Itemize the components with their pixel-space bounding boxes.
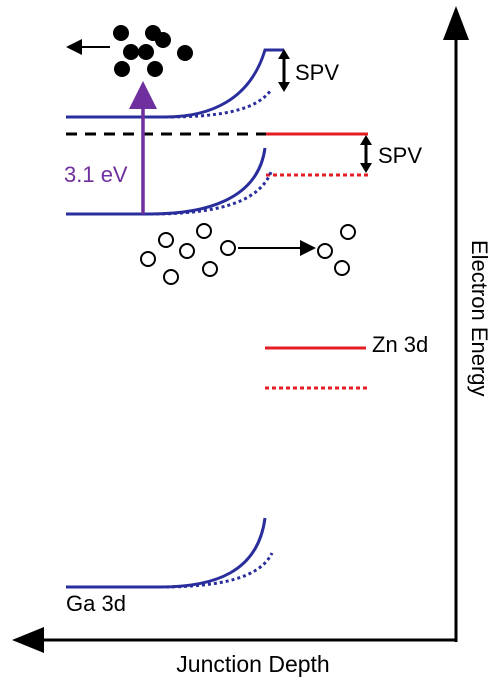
spv-middle-label: SPV <box>378 143 422 168</box>
hole <box>334 260 350 276</box>
ga-3d-label: Ga 3d <box>66 591 126 616</box>
y-axis-arrowhead <box>443 6 469 40</box>
electron <box>155 32 171 48</box>
hole <box>158 232 174 248</box>
hole <box>196 223 212 239</box>
hole <box>163 269 179 285</box>
conduction-band-illuminated <box>164 89 273 119</box>
hole <box>317 243 333 259</box>
zn-3d-label: Zn 3d <box>372 332 428 357</box>
hole <box>179 243 195 259</box>
y-axis-label: Electron Energy <box>467 240 492 397</box>
ga-3d-level: Ga 3d <box>66 517 274 616</box>
x-axis-label: Junction Depth <box>176 651 329 677</box>
hole <box>140 251 156 267</box>
electron <box>123 44 139 60</box>
ga-3d-dark <box>66 517 267 589</box>
axes: Electron Energy Junction Depth <box>12 6 492 677</box>
valence-band-illuminated <box>149 171 273 216</box>
hole <box>220 240 236 256</box>
hole-cluster <box>140 223 356 285</box>
conduction-band <box>66 48 284 119</box>
electron <box>147 61 163 77</box>
fermi-level <box>66 132 370 177</box>
conduction-band-dark <box>66 48 284 119</box>
spv-middle-arrowhead-down <box>360 163 372 173</box>
spv-middle-arrowhead-up <box>360 135 372 145</box>
zn-3d-level: Zn 3d <box>265 332 428 390</box>
spv-top-label: SPV <box>295 60 339 85</box>
ga-3d-illuminated <box>159 552 274 589</box>
hole <box>202 261 218 277</box>
valence-band <box>66 147 273 216</box>
electron-cluster <box>66 25 193 77</box>
spv-middle-marker: SPV <box>360 135 422 173</box>
electron <box>113 25 129 41</box>
spv-top-arrowhead-up <box>278 49 290 59</box>
electron <box>177 45 193 61</box>
x-axis-arrowhead <box>12 627 44 653</box>
photon-excitation: 3.1 eV <box>64 81 157 214</box>
electron <box>114 61 130 77</box>
spv-top-arrowhead-down <box>278 82 290 92</box>
hole <box>340 224 356 240</box>
photon-energy-label: 3.1 eV <box>64 162 128 187</box>
electron <box>138 44 154 60</box>
spv-top-marker: SPV <box>278 49 339 92</box>
